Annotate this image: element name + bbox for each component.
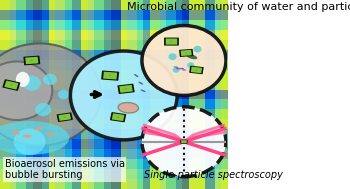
- Circle shape: [173, 67, 180, 73]
- FancyBboxPatch shape: [119, 85, 133, 93]
- Circle shape: [31, 60, 33, 61]
- FancyBboxPatch shape: [4, 81, 18, 90]
- Circle shape: [0, 43, 101, 146]
- FancyBboxPatch shape: [181, 50, 192, 56]
- Circle shape: [35, 103, 51, 116]
- FancyBboxPatch shape: [189, 66, 204, 74]
- FancyBboxPatch shape: [166, 39, 177, 45]
- Circle shape: [58, 90, 69, 99]
- FancyBboxPatch shape: [179, 49, 193, 57]
- Circle shape: [186, 52, 187, 53]
- FancyBboxPatch shape: [180, 140, 188, 144]
- Circle shape: [10, 84, 12, 86]
- FancyBboxPatch shape: [164, 38, 179, 46]
- Circle shape: [196, 69, 197, 70]
- Text: Microbial community of water and particles: Microbial community of water and particl…: [127, 2, 350, 12]
- FancyBboxPatch shape: [25, 57, 38, 64]
- Circle shape: [171, 41, 172, 42]
- FancyBboxPatch shape: [110, 112, 126, 122]
- Ellipse shape: [138, 82, 143, 85]
- Circle shape: [43, 74, 57, 85]
- Ellipse shape: [187, 54, 197, 59]
- Circle shape: [142, 26, 226, 95]
- FancyBboxPatch shape: [103, 72, 117, 80]
- Ellipse shape: [134, 74, 139, 77]
- Ellipse shape: [141, 89, 146, 92]
- Ellipse shape: [181, 69, 187, 70]
- Circle shape: [0, 61, 52, 120]
- Ellipse shape: [34, 127, 43, 130]
- FancyBboxPatch shape: [2, 79, 20, 91]
- Ellipse shape: [0, 121, 69, 155]
- Ellipse shape: [46, 132, 54, 136]
- Circle shape: [125, 88, 127, 90]
- Circle shape: [183, 141, 184, 142]
- FancyBboxPatch shape: [23, 56, 40, 65]
- Circle shape: [142, 107, 226, 177]
- Circle shape: [70, 51, 177, 140]
- Circle shape: [194, 46, 202, 53]
- Circle shape: [117, 116, 119, 118]
- Ellipse shape: [176, 68, 181, 70]
- Text: Single-particle spectroscopy: Single-particle spectroscopy: [144, 170, 283, 180]
- FancyBboxPatch shape: [58, 114, 71, 121]
- Circle shape: [168, 53, 177, 60]
- FancyBboxPatch shape: [191, 67, 202, 73]
- Ellipse shape: [16, 72, 29, 87]
- Circle shape: [23, 76, 41, 91]
- Ellipse shape: [23, 135, 32, 138]
- FancyBboxPatch shape: [101, 70, 119, 81]
- Ellipse shape: [179, 68, 184, 69]
- Circle shape: [14, 129, 46, 155]
- FancyBboxPatch shape: [181, 140, 187, 143]
- Ellipse shape: [12, 130, 20, 135]
- Circle shape: [187, 62, 194, 68]
- Circle shape: [109, 75, 111, 76]
- Circle shape: [64, 116, 66, 118]
- FancyBboxPatch shape: [117, 84, 135, 94]
- FancyBboxPatch shape: [112, 113, 124, 121]
- FancyBboxPatch shape: [57, 112, 73, 122]
- Ellipse shape: [118, 102, 139, 113]
- Text: Bioaerosol emissions via
bubble bursting: Bioaerosol emissions via bubble bursting: [5, 159, 125, 180]
- Ellipse shape: [174, 66, 178, 68]
